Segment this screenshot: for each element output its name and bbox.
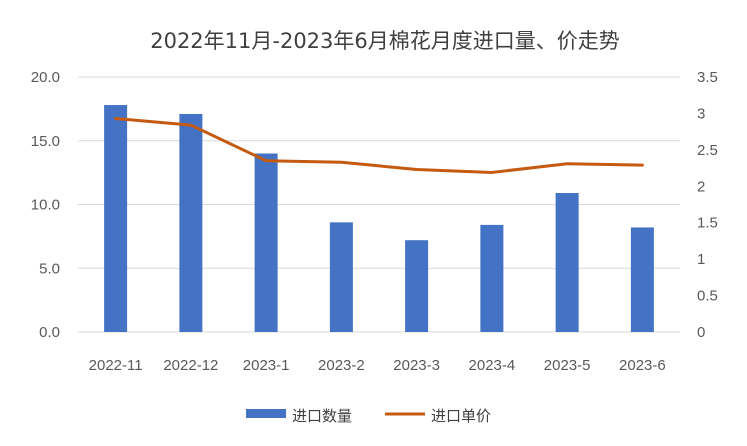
y-right-tick-label: 1.5 [697, 215, 718, 232]
y-axis-left: 0.0 5.0 10.0 15.0 20.0 [31, 69, 60, 341]
bar [405, 240, 429, 332]
y-left-tick-label: 15.0 [31, 133, 60, 150]
legend-label-quantity: 进口数量 [292, 407, 352, 425]
y-left-tick-label: 5.0 [39, 260, 60, 277]
y-right-tick-label: 1 [697, 251, 705, 268]
y-left-tick-label: 0.0 [39, 324, 60, 341]
y-right-tick-label: 3 [697, 105, 705, 122]
y-left-tick-label: 10.0 [31, 197, 60, 214]
x-tick-label: 2023-5 [544, 357, 591, 374]
y-right-tick-label: 2 [697, 178, 705, 195]
x-tick-label: 2022-12 [163, 357, 218, 374]
bar [104, 105, 128, 332]
x-tick-label: 2023-3 [393, 357, 440, 374]
legend-swatch-bar [246, 409, 286, 418]
bar [480, 224, 504, 332]
bar [630, 227, 654, 332]
bar [179, 113, 203, 332]
bar [555, 193, 579, 332]
x-tick-label: 2023-6 [619, 357, 666, 374]
y-axis-right: 0 0.5 1 1.5 2 2.5 3 3.5 [697, 69, 718, 341]
chart-title: 2022年11月-2023年6月棉花月度进口量、价走势 [150, 29, 620, 53]
x-tick-label: 2023-1 [243, 357, 290, 374]
legend: 进口数量 进口单价 [246, 407, 491, 425]
line-series [114, 117, 644, 174]
bar-series [104, 105, 654, 332]
price-line [114, 117, 644, 174]
y-right-tick-label: 0 [697, 324, 705, 341]
x-tick-label: 2022-11 [89, 357, 143, 374]
bar [254, 153, 278, 332]
gridlines [78, 76, 680, 333]
y-right-tick-label: 3.5 [697, 69, 718, 86]
x-tick-label: 2023-2 [318, 357, 365, 374]
y-left-tick-label: 20.0 [31, 69, 60, 86]
x-tick-label: 2023-4 [469, 357, 516, 374]
y-right-tick-label: 2.5 [697, 142, 718, 159]
y-right-tick-label: 0.5 [697, 288, 718, 305]
bar [329, 222, 353, 332]
legend-label-price: 进口单价 [431, 407, 491, 425]
x-axis: 2022-11 2022-12 2023-1 2023-2 2023-3 2023-4 20… [89, 357, 666, 374]
